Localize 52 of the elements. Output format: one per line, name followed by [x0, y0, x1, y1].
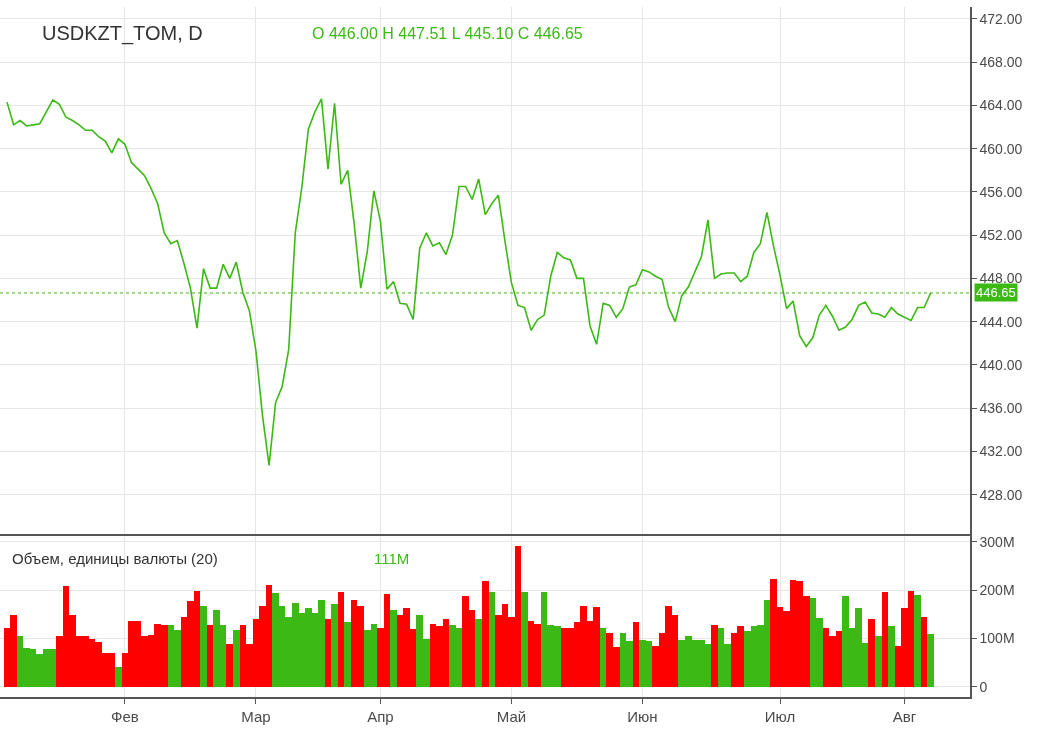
annotation: 111M: [374, 550, 410, 567]
y-tick-label: 436.00: [979, 400, 1023, 417]
text: Объем, единицы валюты (20): [12, 550, 218, 567]
bar: [921, 616, 927, 687]
y-tick-label: 444.00: [979, 313, 1023, 330]
bar: [226, 643, 233, 687]
bar: [115, 666, 122, 687]
y-tick-label: 300M: [979, 533, 1015, 550]
x-tick-label: Мар: [241, 707, 271, 725]
bar: [331, 603, 338, 687]
bar: [325, 618, 331, 687]
x-tick-label: Апр: [367, 707, 394, 725]
x-tick-label: Май: [496, 707, 527, 725]
bar: [914, 594, 921, 687]
bar: [521, 591, 528, 687]
bar: [390, 609, 397, 687]
bar: [927, 633, 934, 687]
bar: [875, 635, 882, 687]
y-tick-label: 440.00: [979, 356, 1023, 373]
y-tick-label: 472.00: [979, 10, 1023, 27]
x-tick-label: Фев: [111, 707, 139, 725]
x-tick-label: Июн: [627, 707, 658, 725]
bar: [233, 629, 240, 687]
ref-line-label: 446.65: [976, 285, 1016, 300]
y-tick-label: 428.00: [979, 486, 1023, 503]
bar: [711, 624, 718, 687]
x-tick-label: Июл: [764, 707, 796, 725]
bar: [600, 627, 606, 687]
y-tick-label: 468.00: [979, 54, 1023, 71]
bar: [475, 618, 482, 687]
y-tick-label: 464.00: [979, 97, 1023, 114]
y-tick-label: 432.00: [979, 443, 1023, 460]
y-tick-label: 460.00: [979, 140, 1023, 157]
bar: [868, 618, 875, 687]
bar: [200, 605, 207, 687]
bar: [344, 621, 351, 687]
y-tick-label: 100M: [979, 630, 1015, 647]
x-tick-label: Авг: [892, 707, 917, 725]
bar: [633, 621, 639, 687]
bar: [882, 591, 888, 687]
y-tick-label: 456.00: [979, 183, 1023, 200]
y-tick-label: 0: [979, 678, 988, 695]
y-tick-label: 452.00: [979, 227, 1023, 244]
bar: [482, 580, 489, 687]
text: USDKZT_TOM, D: [42, 22, 203, 45]
y-tick-label: 448.00: [979, 270, 1023, 287]
y-tick-label: 200M: [979, 582, 1015, 599]
bar: [489, 591, 495, 687]
bar: [888, 625, 895, 687]
bar: [207, 624, 213, 687]
bar: [338, 591, 344, 687]
annotation: O 446.00 H 447.51 L 445.10 C 446.65: [312, 25, 583, 42]
